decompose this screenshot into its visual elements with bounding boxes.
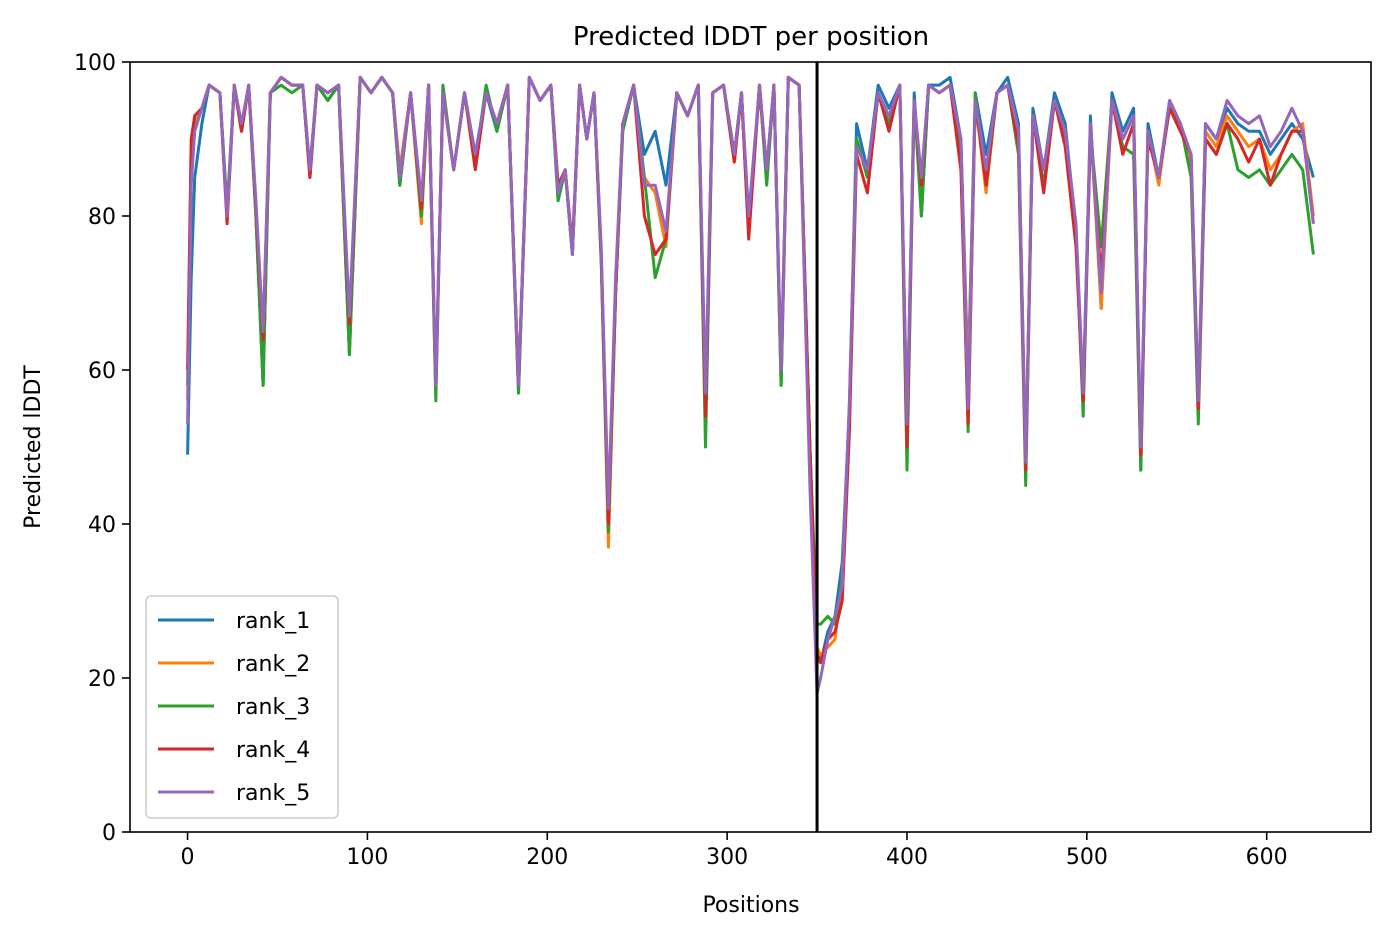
y-axis-ticks: 0 20 40 60 80 100 xyxy=(74,51,130,846)
legend: rank_1 rank_2 rank_3 rank_4 rank_5 xyxy=(145,595,339,819)
y-tick-label: 0 xyxy=(102,821,116,846)
series-layer xyxy=(186,75,1315,695)
x-tick-label: 400 xyxy=(886,845,928,870)
legend-label-rank_1: rank_1 xyxy=(236,609,310,634)
y-tick-label: 60 xyxy=(88,359,116,384)
legend-label-rank_3: rank_3 xyxy=(236,695,310,720)
series-line-rank_5 xyxy=(186,75,1315,695)
chart-title: Predicted lDDT per position xyxy=(573,22,929,52)
x-tick-label: 600 xyxy=(1246,845,1288,870)
x-tick-label: 200 xyxy=(526,845,568,870)
legend-label-rank_5: rank_5 xyxy=(236,781,310,806)
plot-frame xyxy=(129,61,1372,833)
legend-label-rank_2: rank_2 xyxy=(236,652,310,677)
y-tick-label: 80 xyxy=(88,205,116,230)
x-tick-label: 100 xyxy=(346,845,388,870)
y-tick-label: 40 xyxy=(88,513,116,538)
y-tick-label: 20 xyxy=(88,667,116,692)
x-axis-ticks: 0 100 200 300 400 500 600 xyxy=(181,832,1288,870)
legend-box xyxy=(145,595,339,819)
x-tick-label: 500 xyxy=(1066,845,1108,870)
x-axis-label: Positions xyxy=(702,893,799,918)
x-tick-label: 0 xyxy=(181,845,195,870)
legend-label-rank_4: rank_4 xyxy=(236,738,310,763)
legend-items: rank_1 rank_2 rank_3 rank_4 rank_5 xyxy=(158,609,310,806)
y-axis-label: Predicted lDDT xyxy=(21,365,46,529)
x-tick-label: 300 xyxy=(706,845,748,870)
y-tick-label: 100 xyxy=(74,51,116,76)
